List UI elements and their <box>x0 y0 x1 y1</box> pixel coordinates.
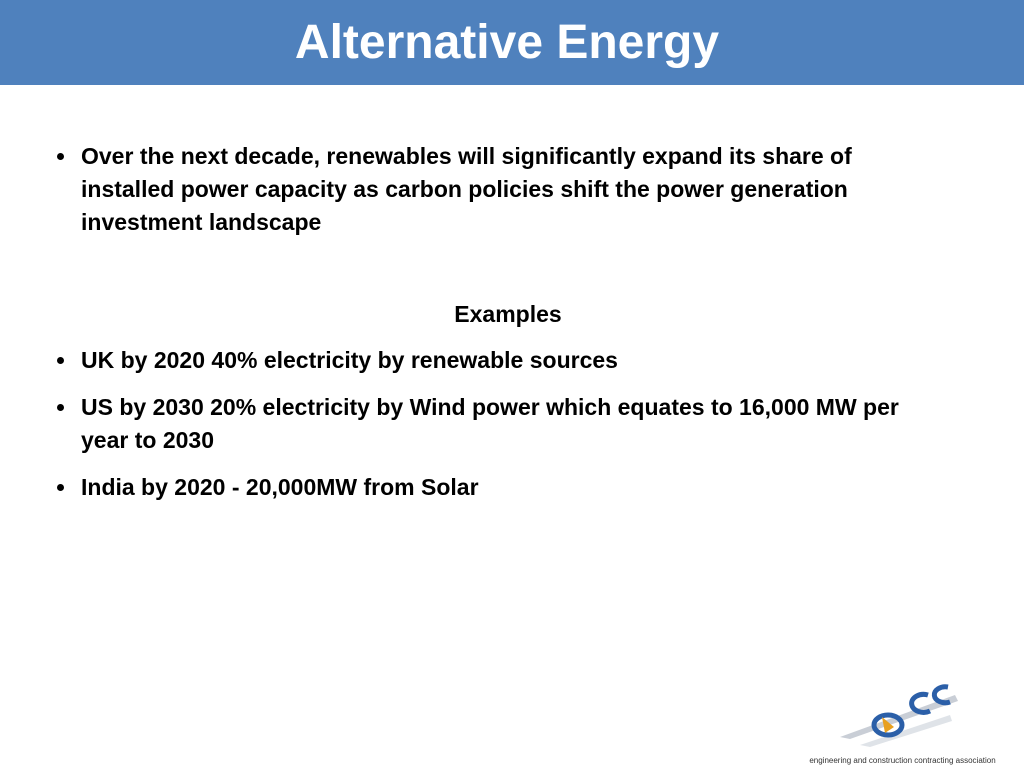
logo <box>840 684 958 747</box>
logo-letter <box>931 684 951 706</box>
bullet: US by 2030 20% electricity by Wind power… <box>57 391 926 457</box>
logo-letter <box>909 691 932 715</box>
header-bar: Alternative Energy <box>0 0 1024 85</box>
section-heading: Examples <box>454 301 562 327</box>
bullet: UK by 2020 40% electricity by renewable … <box>57 344 926 377</box>
logo-accent <box>882 717 894 733</box>
bullet: India by 2020 - 20,000MW from Solar <box>57 471 926 504</box>
slide-title: Alternative Energy <box>294 16 720 69</box>
logo-caption: engineering and construction contracting… <box>809 756 996 765</box>
bullet: Over the next decade, renewables will si… <box>57 140 926 239</box>
logo-swoosh <box>860 715 952 747</box>
logo-letter <box>871 712 905 738</box>
